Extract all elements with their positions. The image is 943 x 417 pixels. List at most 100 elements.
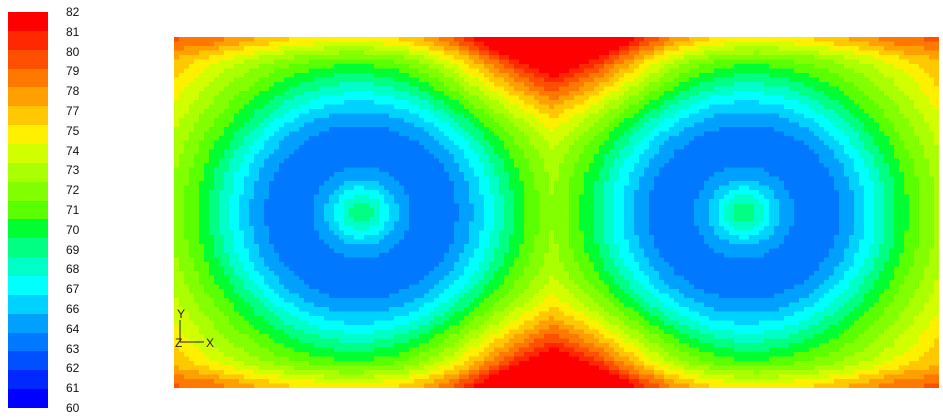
contour-cell (634, 140, 640, 146)
contour-cell (879, 149, 885, 155)
contour-cell (719, 140, 725, 146)
contour-cell (629, 73, 635, 79)
contour-cell (244, 145, 250, 151)
contour-cell (284, 104, 290, 110)
contour-cell (839, 68, 845, 74)
contour-cell (844, 131, 850, 137)
contour-cell (594, 118, 600, 124)
contour-cell (564, 136, 570, 142)
contour-cell (219, 181, 225, 187)
contour-cell (894, 46, 900, 52)
contour-cell (584, 77, 590, 83)
contour-cell (744, 176, 750, 182)
contour-cell (424, 68, 430, 74)
contour-cell (204, 181, 210, 187)
contour-cell (349, 109, 355, 115)
contour-cell (239, 181, 245, 187)
contour-cell (614, 86, 620, 92)
contour-cell (784, 149, 790, 155)
contour-cell (714, 167, 720, 173)
contour-cell (269, 154, 275, 160)
contour-cell (819, 37, 825, 43)
contour-cell (439, 109, 445, 115)
contour-cell (434, 50, 440, 56)
contour-cell (564, 91, 570, 97)
contour-cell (629, 172, 635, 178)
contour-cell (484, 136, 490, 142)
contour-cell (259, 118, 265, 124)
contour-cell (274, 176, 280, 182)
contour-cell (264, 154, 270, 160)
contour-cell (649, 163, 655, 169)
contour-cell (544, 154, 550, 160)
contour-cell (404, 172, 410, 178)
contour-cell (369, 167, 375, 173)
contour-cell (189, 149, 195, 155)
contour-cell (559, 86, 565, 92)
contour-cell (539, 100, 545, 106)
contour-cell (644, 104, 650, 110)
contour-cell (499, 41, 505, 47)
contour-cell (729, 149, 735, 155)
contour-cell (624, 136, 630, 142)
contour-cell (639, 77, 645, 83)
contour-cell (429, 59, 435, 65)
contour-cell (409, 136, 415, 142)
contour-cell (594, 127, 600, 133)
contour-cell (449, 163, 455, 169)
contour-cell (294, 113, 300, 119)
contour-cell (579, 73, 585, 79)
contour-cell (599, 46, 605, 52)
contour-cell (764, 64, 770, 70)
contour-cell (364, 122, 370, 128)
contour-cell (924, 86, 930, 92)
contour-cell (609, 59, 615, 65)
contour-cell (689, 163, 695, 169)
contour-cell (534, 127, 540, 133)
contour-cell (804, 163, 810, 169)
contour-cell (409, 149, 415, 155)
contour-cell (594, 109, 600, 115)
contour-cell (879, 127, 885, 133)
contour-cell (759, 158, 765, 164)
contour-cell (644, 86, 650, 92)
contour-cell (349, 73, 355, 79)
contour-cell (774, 64, 780, 70)
contour-cell (334, 95, 340, 101)
contour-cell (574, 68, 580, 74)
contour-cell (554, 131, 560, 137)
contour-cell (534, 172, 540, 178)
contour-cell (179, 95, 185, 101)
contour-cell (509, 163, 515, 169)
contour-cell (594, 163, 600, 169)
contour-cell (374, 64, 380, 70)
contour-cell (834, 73, 840, 79)
contour-cell (454, 41, 460, 47)
contour-cell (484, 113, 490, 119)
contour-cell (319, 181, 325, 187)
contour-cell (209, 37, 215, 43)
contour-cell (729, 122, 735, 128)
contour-cell (539, 176, 545, 182)
contour-cell (394, 77, 400, 83)
contour-cell (244, 104, 250, 110)
contour-cell (574, 172, 580, 178)
contour-cell (534, 118, 540, 124)
contour-cell (569, 91, 575, 97)
contour-cell (679, 149, 685, 155)
contour-cell (774, 41, 780, 47)
contour-cell (484, 91, 490, 97)
contour-cell (639, 64, 645, 70)
contour-cell (914, 77, 920, 83)
contour-cell (399, 145, 405, 151)
contour-cell (639, 95, 645, 101)
contour-cell (314, 64, 320, 70)
contour-cell (309, 82, 315, 88)
contour-cell (434, 41, 440, 47)
contour-cell (199, 64, 205, 70)
contour-cell (489, 55, 495, 61)
contour-cell (849, 140, 855, 146)
contour-cell (779, 82, 785, 88)
contour-cell (619, 109, 625, 115)
contour-cell (534, 77, 540, 83)
